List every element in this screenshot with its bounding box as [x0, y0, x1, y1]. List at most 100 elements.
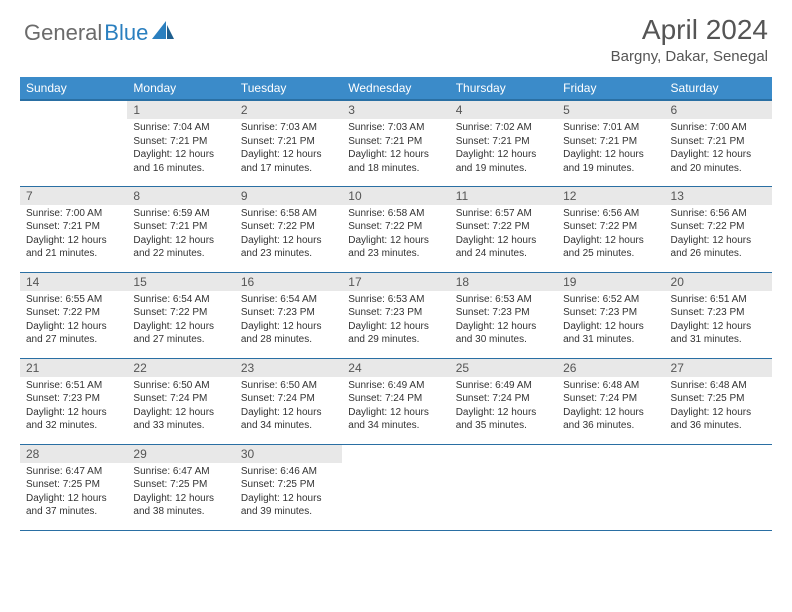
day-data: Sunrise: 7:04 AMSunset: 7:21 PMDaylight:… — [127, 119, 234, 179]
day-number: 14 — [20, 273, 127, 291]
day-data: Sunrise: 6:49 AMSunset: 7:24 PMDaylight:… — [342, 377, 449, 437]
day-data: Sunrise: 6:51 AMSunset: 7:23 PMDaylight:… — [20, 377, 127, 437]
calendar-day-cell: 8Sunrise: 6:59 AMSunset: 7:21 PMDaylight… — [127, 186, 234, 272]
day-number: 8 — [127, 187, 234, 205]
weekday-header: Tuesday — [235, 77, 342, 100]
day-number: 11 — [450, 187, 557, 205]
day-data: Sunrise: 7:01 AMSunset: 7:21 PMDaylight:… — [557, 119, 664, 179]
day-number: 13 — [665, 187, 772, 205]
calendar-day-cell: 5Sunrise: 7:01 AMSunset: 7:21 PMDaylight… — [557, 100, 664, 186]
calendar-day-cell: 17Sunrise: 6:53 AMSunset: 7:23 PMDayligh… — [342, 272, 449, 358]
calendar-day-cell: 12Sunrise: 6:56 AMSunset: 7:22 PMDayligh… — [557, 186, 664, 272]
day-data: Sunrise: 6:48 AMSunset: 7:24 PMDaylight:… — [557, 377, 664, 437]
location: Bargny, Dakar, Senegal — [611, 48, 768, 65]
day-number: 18 — [450, 273, 557, 291]
day-number: 4 — [450, 101, 557, 119]
day-data: Sunrise: 6:58 AMSunset: 7:22 PMDaylight:… — [235, 205, 342, 265]
calendar-day-cell: 4Sunrise: 7:02 AMSunset: 7:21 PMDaylight… — [450, 100, 557, 186]
calendar-day-cell: 3Sunrise: 7:03 AMSunset: 7:21 PMDaylight… — [342, 100, 449, 186]
day-data: Sunrise: 6:53 AMSunset: 7:23 PMDaylight:… — [342, 291, 449, 351]
day-data: Sunrise: 7:02 AMSunset: 7:21 PMDaylight:… — [450, 119, 557, 179]
calendar-week-row: 7Sunrise: 7:00 AMSunset: 7:21 PMDaylight… — [20, 186, 772, 272]
calendar-empty-cell — [450, 444, 557, 530]
day-number: 17 — [342, 273, 449, 291]
calendar-week-row: 14Sunrise: 6:55 AMSunset: 7:22 PMDayligh… — [20, 272, 772, 358]
logo-sail-icon — [152, 21, 174, 46]
day-number: 25 — [450, 359, 557, 377]
day-number: 9 — [235, 187, 342, 205]
calendar-day-cell: 10Sunrise: 6:58 AMSunset: 7:22 PMDayligh… — [342, 186, 449, 272]
day-data: Sunrise: 6:50 AMSunset: 7:24 PMDaylight:… — [235, 377, 342, 437]
calendar-day-cell: 1Sunrise: 7:04 AMSunset: 7:21 PMDaylight… — [127, 100, 234, 186]
day-number: 21 — [20, 359, 127, 377]
title-block: April 2024 Bargny, Dakar, Senegal — [611, 14, 768, 65]
calendar-day-cell: 25Sunrise: 6:49 AMSunset: 7:24 PMDayligh… — [450, 358, 557, 444]
calendar-day-cell: 11Sunrise: 6:57 AMSunset: 7:22 PMDayligh… — [450, 186, 557, 272]
day-number: 20 — [665, 273, 772, 291]
calendar-empty-cell — [557, 444, 664, 530]
weekday-header: Sunday — [20, 77, 127, 100]
calendar-day-cell: 16Sunrise: 6:54 AMSunset: 7:23 PMDayligh… — [235, 272, 342, 358]
day-number: 2 — [235, 101, 342, 119]
calendar-day-cell: 20Sunrise: 6:51 AMSunset: 7:23 PMDayligh… — [665, 272, 772, 358]
day-data: Sunrise: 6:51 AMSunset: 7:23 PMDaylight:… — [665, 291, 772, 351]
day-number: 3 — [342, 101, 449, 119]
day-number: 26 — [557, 359, 664, 377]
weekday-header: Wednesday — [342, 77, 449, 100]
calendar-day-cell: 2Sunrise: 7:03 AMSunset: 7:21 PMDaylight… — [235, 100, 342, 186]
day-data: Sunrise: 6:53 AMSunset: 7:23 PMDaylight:… — [450, 291, 557, 351]
calendar-day-cell: 26Sunrise: 6:48 AMSunset: 7:24 PMDayligh… — [557, 358, 664, 444]
calendar-day-cell: 6Sunrise: 7:00 AMSunset: 7:21 PMDaylight… — [665, 100, 772, 186]
day-data: Sunrise: 6:57 AMSunset: 7:22 PMDaylight:… — [450, 205, 557, 265]
day-number: 12 — [557, 187, 664, 205]
day-data: Sunrise: 7:00 AMSunset: 7:21 PMDaylight:… — [20, 205, 127, 265]
calendar-week-row: 28Sunrise: 6:47 AMSunset: 7:25 PMDayligh… — [20, 444, 772, 530]
header: GeneralBlue April 2024 Bargny, Dakar, Se… — [0, 0, 792, 71]
day-number: 22 — [127, 359, 234, 377]
calendar-day-cell: 28Sunrise: 6:47 AMSunset: 7:25 PMDayligh… — [20, 444, 127, 530]
calendar-day-cell: 27Sunrise: 6:48 AMSunset: 7:25 PMDayligh… — [665, 358, 772, 444]
calendar-table: SundayMondayTuesdayWednesdayThursdayFrid… — [20, 77, 772, 531]
logo-text-blue: Blue — [104, 20, 148, 46]
day-number: 10 — [342, 187, 449, 205]
day-number: 5 — [557, 101, 664, 119]
calendar-day-cell: 30Sunrise: 6:46 AMSunset: 7:25 PMDayligh… — [235, 444, 342, 530]
day-data: Sunrise: 6:59 AMSunset: 7:21 PMDaylight:… — [127, 205, 234, 265]
calendar-day-cell: 19Sunrise: 6:52 AMSunset: 7:23 PMDayligh… — [557, 272, 664, 358]
day-data: Sunrise: 6:54 AMSunset: 7:23 PMDaylight:… — [235, 291, 342, 351]
day-number: 23 — [235, 359, 342, 377]
calendar-head: SundayMondayTuesdayWednesdayThursdayFrid… — [20, 77, 772, 100]
calendar-body: 1Sunrise: 7:04 AMSunset: 7:21 PMDaylight… — [20, 100, 772, 530]
calendar-empty-cell — [665, 444, 772, 530]
calendar-day-cell: 15Sunrise: 6:54 AMSunset: 7:22 PMDayligh… — [127, 272, 234, 358]
day-number: 16 — [235, 273, 342, 291]
day-data: Sunrise: 7:00 AMSunset: 7:21 PMDaylight:… — [665, 119, 772, 179]
day-data: Sunrise: 6:56 AMSunset: 7:22 PMDaylight:… — [665, 205, 772, 265]
day-data: Sunrise: 7:03 AMSunset: 7:21 PMDaylight:… — [235, 119, 342, 179]
day-data: Sunrise: 6:54 AMSunset: 7:22 PMDaylight:… — [127, 291, 234, 351]
calendar-day-cell: 21Sunrise: 6:51 AMSunset: 7:23 PMDayligh… — [20, 358, 127, 444]
calendar-empty-cell — [20, 100, 127, 186]
weekday-header: Monday — [127, 77, 234, 100]
calendar-week-row: 21Sunrise: 6:51 AMSunset: 7:23 PMDayligh… — [20, 358, 772, 444]
day-data: Sunrise: 6:47 AMSunset: 7:25 PMDaylight:… — [20, 463, 127, 523]
day-number: 1 — [127, 101, 234, 119]
day-data: Sunrise: 6:55 AMSunset: 7:22 PMDaylight:… — [20, 291, 127, 351]
day-data: Sunrise: 6:49 AMSunset: 7:24 PMDaylight:… — [450, 377, 557, 437]
day-number: 29 — [127, 445, 234, 463]
calendar-day-cell: 29Sunrise: 6:47 AMSunset: 7:25 PMDayligh… — [127, 444, 234, 530]
day-data: Sunrise: 6:58 AMSunset: 7:22 PMDaylight:… — [342, 205, 449, 265]
logo-text-general: General — [24, 20, 102, 46]
calendar-day-cell: 22Sunrise: 6:50 AMSunset: 7:24 PMDayligh… — [127, 358, 234, 444]
weekday-header: Thursday — [450, 77, 557, 100]
day-number: 24 — [342, 359, 449, 377]
weekday-header: Friday — [557, 77, 664, 100]
logo: GeneralBlue — [24, 20, 174, 46]
calendar-week-row: 1Sunrise: 7:04 AMSunset: 7:21 PMDaylight… — [20, 100, 772, 186]
day-data: Sunrise: 6:50 AMSunset: 7:24 PMDaylight:… — [127, 377, 234, 437]
day-number: 27 — [665, 359, 772, 377]
day-data: Sunrise: 6:52 AMSunset: 7:23 PMDaylight:… — [557, 291, 664, 351]
calendar-day-cell: 23Sunrise: 6:50 AMSunset: 7:24 PMDayligh… — [235, 358, 342, 444]
weekday-header: Saturday — [665, 77, 772, 100]
day-number: 30 — [235, 445, 342, 463]
